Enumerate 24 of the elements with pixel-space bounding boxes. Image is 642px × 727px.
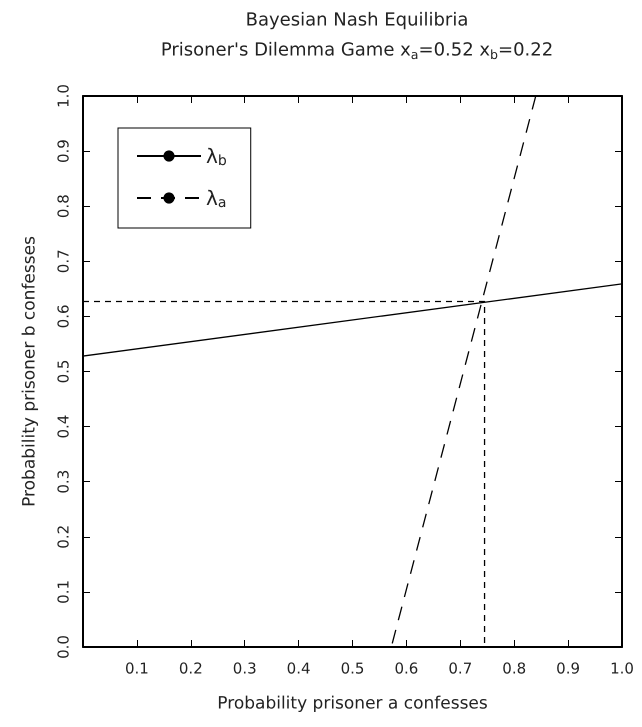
x-tick-label: 0.3	[232, 660, 257, 678]
x-tick-label: 0.6	[394, 660, 418, 678]
y-tick-label: 0.9	[54, 139, 72, 164]
x-tick-label: 0.7	[448, 660, 472, 678]
y-tick-label: 0.4	[54, 414, 72, 439]
y-tick-label: 0.5	[54, 360, 72, 384]
x-tick-label: 0.8	[502, 660, 526, 678]
x-tick-label: 0.2	[178, 660, 203, 678]
x-tick-label: 0.5	[340, 660, 364, 678]
x-tick-label: 0.4	[286, 660, 311, 678]
y-tick-label: 0.0	[54, 635, 72, 659]
y-tick-label: 0.3	[54, 470, 72, 494]
x-tick-label: 1.0	[610, 660, 634, 678]
y-tick-label: 1.0	[54, 84, 72, 108]
y-tick-label: 0.1	[54, 580, 72, 604]
y-axis-title: Probability prisoner b confesses	[20, 236, 40, 507]
y-tick-label: 0.6	[54, 304, 72, 328]
x-tick-label: 0.1	[124, 660, 149, 678]
y-tick-label: 0.2	[54, 524, 72, 549]
y-tick-label: 0.7	[54, 249, 72, 274]
y-tick-label: 0.8	[54, 194, 72, 218]
x-tick-label: 0.9	[556, 660, 580, 678]
chart-title: Bayesian Nash Equilibria	[246, 10, 468, 30]
x-axis-title: Probability prisoner a confesses	[217, 694, 488, 714]
